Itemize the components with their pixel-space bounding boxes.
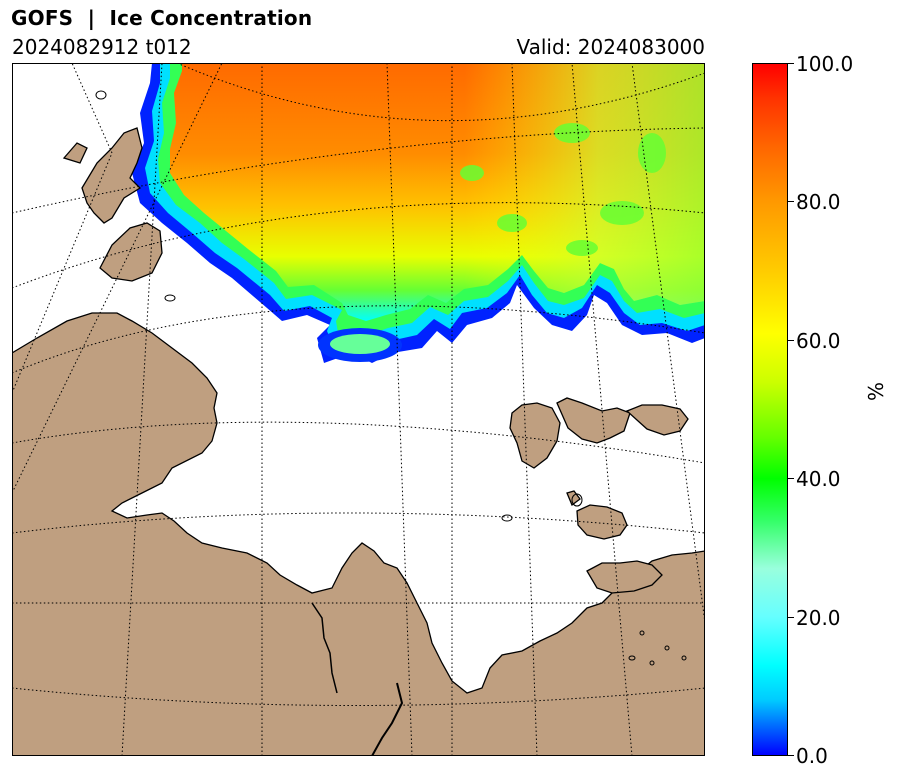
colorbar-tick-label: 20.0 [796,606,841,630]
chart-title: GOFS | Ice Concentration [11,6,313,30]
colorbar-tick-label: 80.0 [796,190,841,214]
graticule [12,63,705,756]
colorbar-tick [788,478,794,479]
colorbar-tick [788,617,794,618]
sea-ice-map [12,63,705,756]
coast-details [95,90,687,666]
river [371,682,404,756]
ice-patches [460,123,666,256]
valid-time-label: Valid: 2024083000 [516,35,705,59]
ice-floe-inner [330,334,390,354]
colorbar-tick-label: 40.0 [796,467,841,491]
colorbar-tick-label: 0.0 [796,744,828,768]
colorbar-unit-label: % [864,381,888,401]
colorbar-tick-label: 100.0 [796,52,854,76]
colorbar-tick [788,201,794,202]
run-time-label: 2024082912 t012 [12,35,192,59]
colorbar-tick [788,755,794,756]
colorbar-tick [788,340,794,341]
colorbar-tick [788,63,794,64]
river [311,602,338,694]
land [12,127,705,756]
colorbar [752,63,788,756]
colorbar-tick-label: 60.0 [796,329,841,353]
